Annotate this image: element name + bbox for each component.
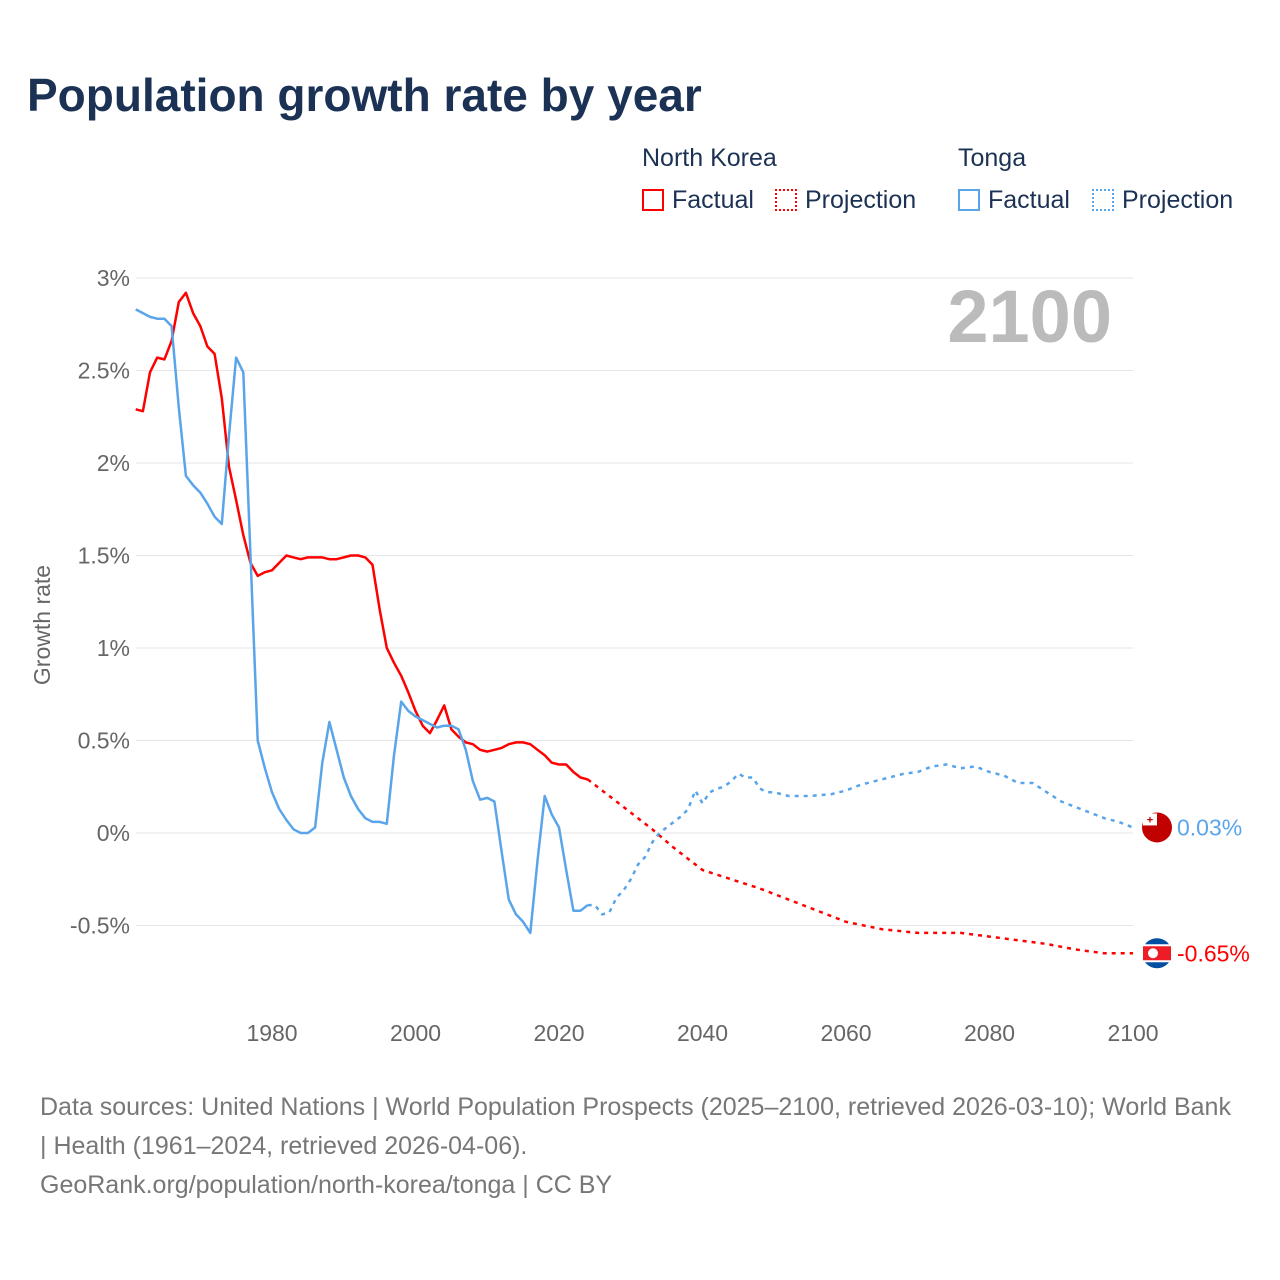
year-indicator: 2100: [947, 275, 1112, 358]
legend-tonga-factual[interactable]: Factual: [958, 186, 1070, 215]
flag-cross: +: [1147, 814, 1153, 826]
legend-nk-factual[interactable]: Factual: [642, 186, 754, 215]
north-korea-flag-icon: [1141, 938, 1173, 969]
legend-label: Factual: [672, 186, 754, 214]
y-tick-label: 3%: [97, 265, 130, 291]
north-korea-factual-line: [135, 291, 589, 781]
legend-label: Projection: [1122, 186, 1234, 214]
x-tick-label: 2000: [390, 1020, 441, 1046]
legend-group-north-korea: North Korea: [642, 144, 777, 172]
tonga-flag-icon: +: [1142, 812, 1172, 843]
data-sources: Data sources: United Nations | World Pop…: [40, 1093, 1231, 1160]
x-tick-label: 2080: [964, 1020, 1015, 1046]
y-tick-label: 2.5%: [78, 358, 130, 384]
flag-star: [1148, 948, 1158, 959]
legend-group-tonga: Tonga: [958, 144, 1027, 172]
tonga-factual-line: [135, 308, 589, 935]
x-tick-label: 1980: [246, 1020, 297, 1046]
legend-nk-projection[interactable]: Projection: [775, 186, 916, 215]
x-tick-label: 2020: [533, 1020, 584, 1046]
legend-tonga-projection[interactable]: Projection: [1092, 186, 1233, 215]
legend-swatch: [642, 189, 664, 211]
y-tick-label: 0.5%: [78, 728, 130, 754]
y-tick-label: 1%: [97, 635, 130, 661]
chart-title: Population growth rate by year: [27, 69, 702, 121]
north-korea-projection-line: [586, 778, 1133, 955]
x-tick-label: 2060: [820, 1020, 871, 1046]
north-korea-end-value: -0.65%: [1177, 940, 1250, 966]
legend-swatch: [775, 189, 797, 211]
legend-swatch: [1092, 189, 1114, 211]
y-tick-label: 2%: [97, 450, 130, 476]
tonga-projection-line: [587, 763, 1134, 916]
y-tick-label: 1.5%: [78, 543, 130, 569]
tonga-end-value: 0.03%: [1177, 814, 1242, 840]
x-tick-label: 2040: [677, 1020, 728, 1046]
x-tick-label: 2100: [1107, 1020, 1158, 1046]
source-link[interactable]: GeoRank.org/population/north-korea/tonga…: [40, 1171, 613, 1199]
legend-label: Projection: [805, 186, 917, 214]
y-axis-label: Growth rate: [29, 565, 55, 685]
legend-swatch: [958, 189, 980, 211]
y-tick-label: 0%: [97, 820, 130, 846]
flag-canton: [1143, 813, 1157, 826]
y-tick-label: -0.5%: [70, 913, 130, 939]
legend-label: Factual: [988, 186, 1070, 214]
footer: Data sources: United Nations | World Pop…: [40, 1088, 1240, 1205]
